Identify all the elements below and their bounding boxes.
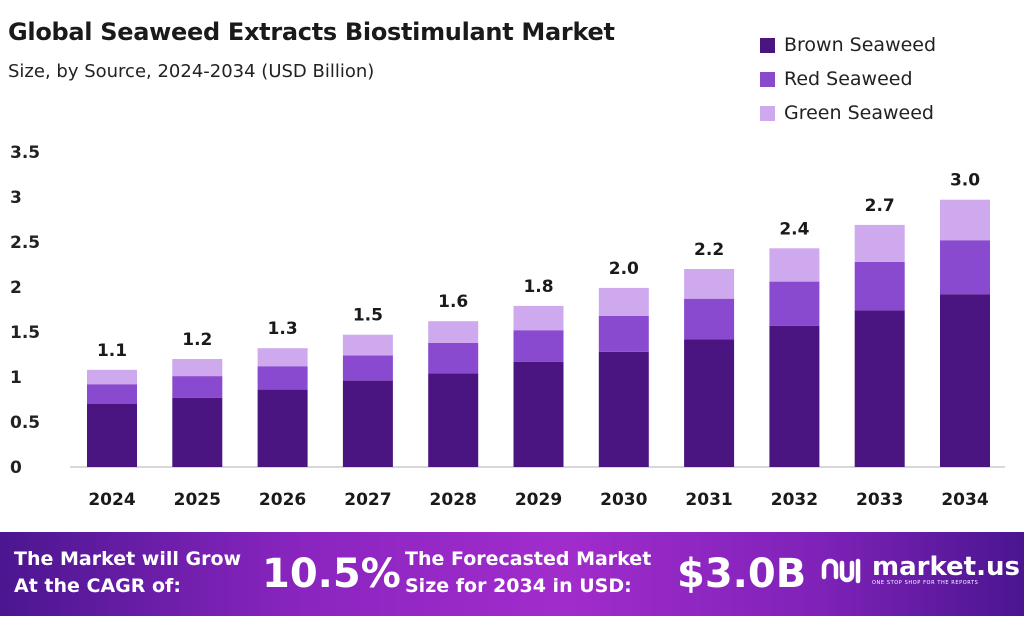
x-tick-label: 2034 xyxy=(941,490,988,510)
bar-segment-red-seaweed xyxy=(684,298,735,340)
bar-segment-red-seaweed xyxy=(342,355,393,381)
total-data-label: 3.0 xyxy=(950,171,980,191)
bar-segment-brown-seaweed xyxy=(87,404,137,467)
legend-label: Green Seaweed xyxy=(784,102,934,124)
forecast-label-line1: The Forecasted Market xyxy=(405,548,652,570)
total-data-label: 2.7 xyxy=(865,196,895,216)
cagr-label-line1: The Market will Grow xyxy=(14,548,242,570)
x-tick-label: 2029 xyxy=(515,490,562,510)
bar-segment-green-seaweed xyxy=(428,321,479,343)
x-tick-label: 2024 xyxy=(88,490,135,510)
chart-title: Global Seaweed Extracts Biostimulant Mar… xyxy=(8,18,615,46)
total-data-label: 1.1 xyxy=(97,341,127,361)
total-data-label: 1.8 xyxy=(523,277,553,297)
total-data-label: 1.5 xyxy=(353,306,383,326)
y-tick-label: 2.5 xyxy=(10,233,40,253)
bar-segment-red-seaweed xyxy=(513,330,564,362)
stacked-bar-chart: 0 0.5 1 1.5 2 2.5 3 3.5 1.1 2024 1.2 2025 1.3 2026 1.5… xyxy=(10,143,1005,510)
total-data-label: 2.4 xyxy=(779,219,809,239)
y-tick-label: 0.5 xyxy=(10,413,40,433)
legend-item-green: Green Seaweed xyxy=(760,96,936,130)
forecast-label: The Forecasted Market Size for 2034 in US… xyxy=(405,546,651,600)
forecast-value: $3.0B xyxy=(677,551,807,597)
bar-segment-red-seaweed xyxy=(87,384,137,404)
legend-swatch-green xyxy=(760,105,775,121)
bar-segment-brown-seaweed xyxy=(598,351,649,467)
y-tick-label: 2 xyxy=(10,278,22,298)
legend-item-brown: Brown Seaweed xyxy=(760,28,936,62)
bar-segment-green-seaweed xyxy=(769,248,820,282)
bar-segment-red-seaweed xyxy=(257,366,308,390)
bar-segment-green-seaweed xyxy=(684,269,735,299)
x-tick-label: 2026 xyxy=(259,490,306,510)
y-tick-label: 3.5 xyxy=(10,143,40,163)
footer-banner: The Market will Grow At the CAGR of: 10.5… xyxy=(0,532,1024,616)
cagr-value: 10.5% xyxy=(262,551,401,597)
cagr-label: The Market will Grow At the CAGR of: xyxy=(14,546,241,600)
bar-segment-green-seaweed xyxy=(172,359,223,377)
x-tick-label: 2027 xyxy=(344,490,391,510)
x-tick-label: 2032 xyxy=(771,490,818,510)
bar-segment-brown-seaweed xyxy=(769,325,820,467)
legend: Brown Seaweed Red Seaweed Green Seaweed xyxy=(760,28,936,130)
bar-segment-green-seaweed xyxy=(87,369,137,385)
bar-segment-brown-seaweed xyxy=(428,373,479,467)
legend-swatch-red xyxy=(760,71,775,87)
brand-logo: market.us ONE STOP SHOP FOR THE REPORTS xyxy=(820,554,1020,586)
market-us-logo-icon xyxy=(821,558,861,584)
bar-segment-red-seaweed xyxy=(428,342,479,374)
bar-segment-brown-seaweed xyxy=(854,310,905,467)
bar-segment-brown-seaweed xyxy=(513,361,564,467)
bar-segment-brown-seaweed xyxy=(172,397,223,467)
bar-segment-brown-seaweed xyxy=(342,380,393,467)
y-tick-label: 3 xyxy=(10,188,22,208)
x-tick-label: 2031 xyxy=(685,490,732,510)
cagr-label-line2: At the CAGR of: xyxy=(14,575,181,597)
legend-label: Brown Seaweed xyxy=(784,34,937,56)
total-data-label: 1.6 xyxy=(438,292,468,312)
bar-segment-red-seaweed xyxy=(769,281,820,326)
legend-label: Red Seaweed xyxy=(784,68,913,90)
x-tick-label: 2030 xyxy=(600,490,647,510)
x-tick-label: 2028 xyxy=(430,490,477,510)
brand-tagline: ONE STOP SHOP FOR THE REPORTS xyxy=(872,580,979,586)
x-tick-label: 2025 xyxy=(174,490,221,510)
forecast-label-line2: Size for 2034 in USD: xyxy=(405,575,632,597)
bar-segment-brown-seaweed xyxy=(940,294,990,467)
legend-item-red: Red Seaweed xyxy=(760,62,936,96)
bar-segment-red-seaweed xyxy=(172,376,223,398)
bar-segment-green-seaweed xyxy=(257,348,308,367)
bar-segment-red-seaweed xyxy=(598,315,649,352)
bar-segment-brown-seaweed xyxy=(257,389,308,467)
chart-subtitle: Size, by Source, 2024-2034 (USD Billion) xyxy=(8,61,375,82)
y-tick-label: 0 xyxy=(10,458,22,478)
y-tick-label: 1.5 xyxy=(10,323,40,343)
total-data-label: 1.2 xyxy=(182,330,212,350)
bar-segment-green-seaweed xyxy=(940,199,990,241)
y-tick-label: 1 xyxy=(10,368,22,388)
bar-segment-brown-seaweed xyxy=(684,339,735,467)
total-data-label: 1.3 xyxy=(268,319,298,339)
total-data-label: 2.0 xyxy=(609,259,639,279)
bar-segment-green-seaweed xyxy=(598,287,649,316)
bar-segment-green-seaweed xyxy=(854,224,905,262)
bar-segment-red-seaweed xyxy=(940,240,990,295)
total-data-label: 2.2 xyxy=(694,240,724,260)
bar-segment-green-seaweed xyxy=(513,305,564,331)
bar-segment-green-seaweed xyxy=(342,334,393,356)
brand-name: market.us xyxy=(872,552,1020,582)
x-tick-label: 2033 xyxy=(856,490,903,510)
legend-swatch-brown xyxy=(760,37,775,53)
bar-segment-red-seaweed xyxy=(854,261,905,311)
